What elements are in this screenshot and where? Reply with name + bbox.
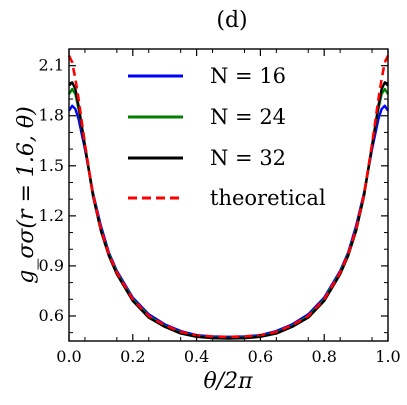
y-tick-label: 2.1	[39, 56, 64, 75]
y-tick-label: 0.9	[39, 256, 64, 275]
tick-layer: 0.0 0.2 0.4 0.6 0.8 1.0 0.6 0.9 1.2 1.5 1.8 2.1	[39, 49, 401, 366]
x-tick-label: 0.0	[56, 347, 81, 366]
legend-label-3: theoretical	[210, 186, 326, 210]
chart-title: (d)	[216, 8, 247, 33]
series-layer	[67, 55, 390, 340]
legend-label-2: N = 32	[210, 146, 286, 170]
series-line-0	[67, 104, 390, 339]
y-tick-label: 1.8	[39, 106, 64, 125]
legend: N = 16 N = 24 N = 32 theoretical	[128, 64, 326, 210]
x-axis-label: θ/2π	[203, 369, 253, 394]
y-tick-label: 1.2	[39, 206, 64, 225]
y-tick-label: 0.6	[39, 306, 64, 325]
plot-frame	[68, 48, 389, 342]
x-tick-label: 0.4	[184, 347, 209, 366]
y-axis-label: g_σσ(r = 1.6, θ)	[14, 106, 39, 283]
x-tick-label: 0.8	[311, 347, 336, 366]
legend-label-0: N = 16	[210, 64, 286, 88]
x-tick-label: 0.2	[120, 347, 145, 366]
x-tick-label: 1.0	[375, 347, 400, 366]
legend-label-1: N = 24	[210, 105, 286, 129]
y-tick-label: 1.5	[39, 156, 64, 175]
x-tick-label: 0.6	[248, 347, 273, 366]
